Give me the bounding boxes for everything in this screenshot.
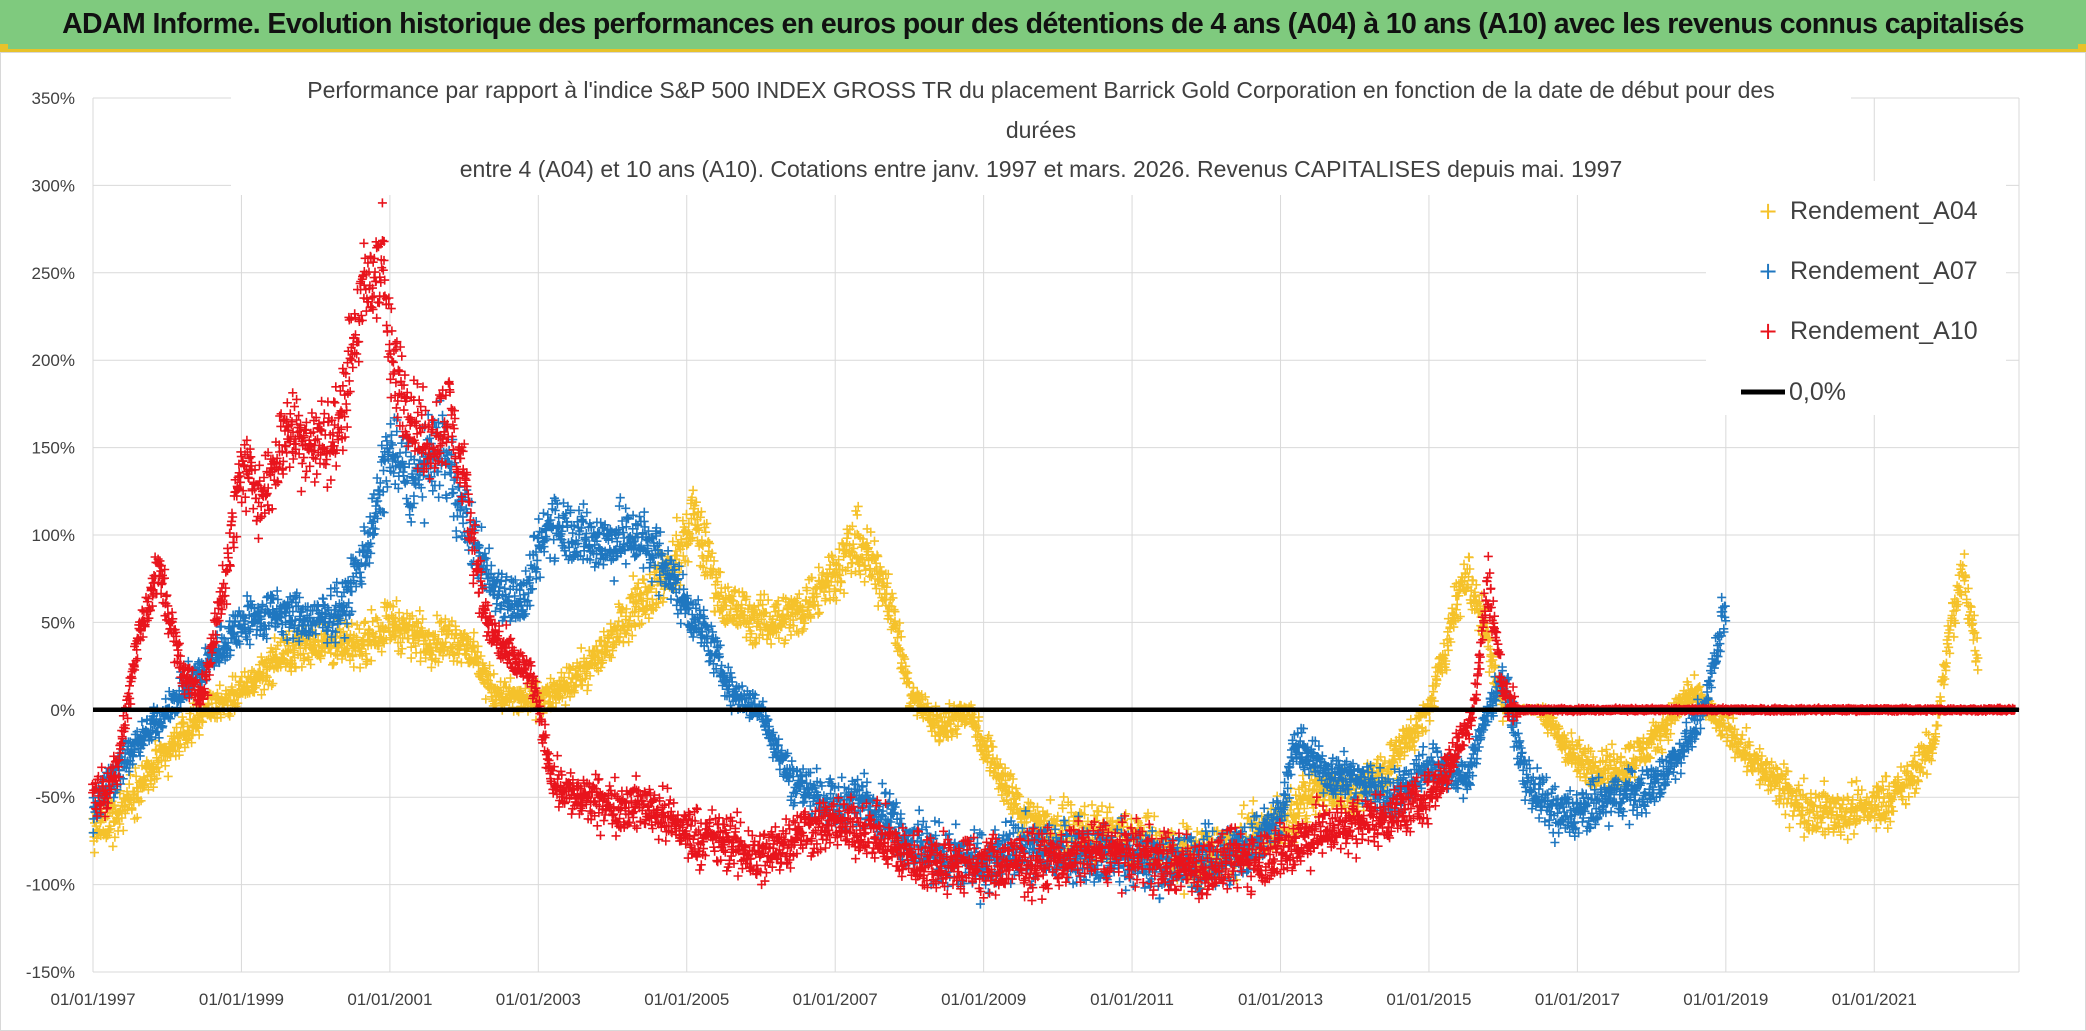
chart-title: Performance par rapport à l'indice S&P 5… [307, 77, 1774, 182]
x-tick-label: 01/01/2015 [1386, 990, 1471, 1009]
x-tick-label: 01/01/2017 [1535, 990, 1620, 1009]
performance-chart: 350% 300% 250% 200% 150% 100% 50% 0% -50% -100% -1… [26, 71, 2020, 1009]
legend-item-zero: 0,0% [1741, 378, 1846, 406]
y-tick-label: -50% [35, 788, 75, 807]
banner-corner-left [0, 44, 8, 50]
x-tick-label: 01/01/2019 [1683, 990, 1768, 1009]
legend-label-a10: Rendement_A10 [1790, 317, 1978, 345]
chart-title-line-2: durées [1006, 117, 1076, 143]
banner-title: ADAM Informe. Evolution historique des p… [62, 8, 2024, 40]
x-tick-label: 01/01/2011 [1090, 990, 1174, 1009]
x-tick-label: 01/01/1999 [199, 990, 284, 1009]
chart-title-line-1: Performance par rapport à l'indice S&P 5… [307, 77, 1774, 103]
grid-lines [92, 97, 2020, 973]
legend-marker-a10: + [1758, 317, 1778, 345]
x-tick-label: 01/01/1997 [50, 990, 135, 1009]
y-tick-label: 100% [32, 526, 75, 545]
y-tick-label: 50% [41, 613, 75, 632]
header-banner: ADAM Informe. Evolution historique des p… [0, 0, 2086, 52]
x-tick-label: 01/01/2021 [1832, 990, 1917, 1009]
legend-marker-a04: + [1758, 197, 1778, 225]
x-axis: 01/01/1997 01/01/1999 01/01/2001 01/01/2003… [50, 990, 1916, 1009]
legend-item-a10: + Rendement_A10 [1758, 317, 1978, 345]
y-tick-label: -100% [26, 876, 75, 895]
x-tick-label: 01/01/2013 [1238, 990, 1323, 1009]
y-tick-label: 200% [32, 351, 75, 370]
x-tick-label: 01/01/2005 [644, 990, 729, 1009]
y-tick-label: 250% [32, 264, 75, 283]
x-tick-label: 01/01/2007 [793, 990, 878, 1009]
x-tick-label: 01/01/2003 [496, 990, 581, 1009]
legend-label-a04: Rendement_A04 [1790, 197, 1978, 225]
y-tick-label: 150% [32, 439, 75, 458]
x-tick-label: 01/01/2001 [347, 990, 432, 1009]
chart-legend: + Rendement_A04 + Rendement_A07 + Rendem… [1706, 181, 2006, 415]
chart-frame: 350% 300% 250% 200% 150% 100% 50% 0% -50% -100% -1… [0, 52, 2086, 1031]
y-tick-label: -150% [26, 963, 75, 982]
y-tick-label: 350% [32, 89, 75, 108]
legend-label-zero: 0,0% [1789, 378, 1846, 406]
legend-marker-a07: + [1758, 257, 1778, 285]
x-tick-label: 01/01/2009 [941, 990, 1026, 1009]
legend-item-a07: + Rendement_A07 [1758, 257, 1978, 285]
legend-background [1706, 181, 2006, 415]
legend-label-a07: Rendement_A07 [1790, 257, 1978, 285]
legend-item-a04: + Rendement_A04 [1758, 197, 1978, 225]
y-tick-label: 300% [32, 176, 75, 195]
chart-title-line-3: entre 4 (A04) et 10 ans (A10). Cotations… [460, 156, 1623, 182]
chart-title-background [231, 71, 1851, 195]
y-axis: 350% 300% 250% 200% 150% 100% 50% 0% -50% -100% -1… [26, 89, 75, 982]
y-tick-label: 0% [50, 701, 75, 720]
banner-corner-right [2078, 44, 2086, 50]
